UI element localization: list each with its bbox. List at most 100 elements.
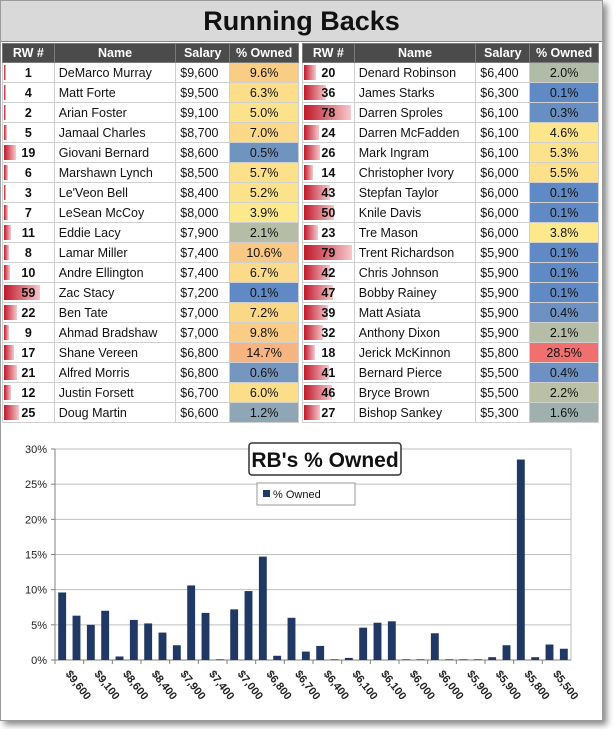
table-row: 1 DeMarco Murray $9,600 9.6% <box>2 62 299 83</box>
rank-databar <box>4 265 10 280</box>
rw-rank-cell: 10 <box>2 262 55 283</box>
rank-databar <box>4 365 17 380</box>
player-name: Andre Ellington <box>53 262 177 283</box>
player-name: Jamaal Charles <box>53 122 177 143</box>
bar <box>473 659 482 660</box>
rw-rank-cell: 5 <box>2 122 55 143</box>
rw-rank: 50 <box>321 205 336 220</box>
legend-label: % Owned <box>273 489 321 501</box>
player-name: Darren McFadden <box>353 122 477 143</box>
player-salary: $5,900 <box>475 242 531 263</box>
rank-databar <box>304 245 352 260</box>
player-name: Matt Forte <box>53 82 177 103</box>
header-owned: % Owned <box>529 43 599 63</box>
bar <box>129 619 138 660</box>
chart-title: RB's % Owned <box>251 449 398 472</box>
x-tick-label: $7,000 <box>235 668 265 702</box>
table-row: 8 Lamar Miller $7,400 10.6% <box>2 242 299 263</box>
y-tick-label: 30% <box>25 444 47 456</box>
bar <box>244 591 253 660</box>
bar <box>545 644 554 660</box>
table-row: 47 Bobby Rainey $5,900 0.1% <box>302 282 599 303</box>
x-tick-label: $8,400 <box>149 668 179 702</box>
rw-rank-cell: 19 <box>2 142 55 163</box>
percent-owned: 0.1% <box>229 282 299 303</box>
table-row: 50 Knile Davis $6,000 0.1% <box>302 202 599 223</box>
player-salary: $5,900 <box>475 302 531 323</box>
rw-rank-cell: 41 <box>302 362 355 383</box>
player-name: Chris Johnson <box>353 262 477 283</box>
rank-databar <box>4 285 40 300</box>
percent-owned: 6.0% <box>229 382 299 403</box>
rw-rank-cell: 24 <box>302 122 355 143</box>
bar <box>115 656 124 660</box>
percent-owned: 0.6% <box>229 362 299 383</box>
player-name: Ahmad Bradshaw <box>53 322 177 343</box>
percent-owned: 3.8% <box>529 222 599 243</box>
percent-owned: 2.2% <box>529 382 599 403</box>
percent-owned: 10.6% <box>229 242 299 263</box>
bar <box>531 657 540 660</box>
rw-rank: 1 <box>24 65 32 80</box>
bar <box>287 617 296 660</box>
bar <box>359 627 368 660</box>
report-frame: Running Backs RW # Name Salary % Owned 1… <box>0 0 603 721</box>
player-salary: $8,700 <box>175 122 231 143</box>
player-salary: $6,100 <box>475 142 531 163</box>
player-salary: $6,400 <box>475 62 531 83</box>
player-name: Jerick McKinnon <box>353 342 477 363</box>
player-name: Trent Richardson <box>353 242 477 263</box>
bar <box>201 612 210 660</box>
header-owned: % Owned <box>229 43 299 63</box>
header-rw: RW # <box>2 43 55 63</box>
rw-rank-cell: 11 <box>2 222 55 243</box>
percent-owned: 1.2% <box>229 402 299 423</box>
rank-databar <box>304 145 320 160</box>
player-name: Knile Davis <box>353 202 477 223</box>
player-salary: $5,800 <box>475 342 531 363</box>
bar <box>86 624 95 660</box>
table-row: 24 Darren McFadden $6,100 4.6% <box>302 122 599 143</box>
player-name: Tre Mason <box>353 222 477 243</box>
player-salary: $6,600 <box>175 402 231 423</box>
percent-owned: 1.6% <box>529 402 599 423</box>
player-salary: $7,000 <box>175 322 231 343</box>
y-tick-label: 15% <box>25 550 47 562</box>
chart-title-box <box>248 442 402 476</box>
player-salary: $7,200 <box>175 282 231 303</box>
player-name: Anthony Dixon <box>353 322 477 343</box>
rw-rank: 26 <box>321 145 336 160</box>
rw-rank-cell: 26 <box>302 142 355 163</box>
y-tick-label: 25% <box>25 479 47 491</box>
rank-databar <box>4 185 6 200</box>
bar <box>273 655 282 660</box>
percent-owned: 5.3% <box>529 142 599 163</box>
player-salary: $5,900 <box>475 322 531 343</box>
rw-rank: 19 <box>21 145 36 160</box>
rw-rank: 42 <box>321 265 336 280</box>
x-tick-label: $5,900 <box>493 668 523 702</box>
player-salary: $7,900 <box>175 222 231 243</box>
x-tick-label: $6,700 <box>292 668 322 702</box>
rank-databar <box>304 325 323 340</box>
rw-rank: 27 <box>321 405 336 420</box>
percent-owned: 5.5% <box>529 162 599 183</box>
player-salary: $6,000 <box>475 182 531 203</box>
table-row: 79 Trent Richardson $5,900 0.1% <box>302 242 599 263</box>
table-row: 26 Mark Ingram $6,100 5.3% <box>302 142 599 163</box>
rw-rank: 39 <box>321 305 336 320</box>
y-tick-label: 10% <box>25 585 47 597</box>
x-tick-label: $6,800 <box>263 668 293 702</box>
table-row: 41 Bernard Pierce $5,500 0.4% <box>302 362 599 383</box>
player-salary: $5,500 <box>475 362 531 383</box>
player-name: Eddie Lacy <box>53 222 177 243</box>
table-row: 36 James Starks $6,300 0.1% <box>302 82 599 103</box>
rw-rank-cell: 59 <box>2 282 55 303</box>
rb-table-left: RW # Name Salary % Owned 1 DeMarco Murray… <box>2 43 299 423</box>
table-row: 46 Bryce Brown $5,500 2.2% <box>302 382 599 403</box>
x-tick-label: $5,800 <box>521 668 551 702</box>
percent-owned: 7.2% <box>229 302 299 323</box>
rw-rank: 46 <box>321 385 336 400</box>
bar <box>101 610 110 660</box>
player-salary: $8,400 <box>175 182 231 203</box>
